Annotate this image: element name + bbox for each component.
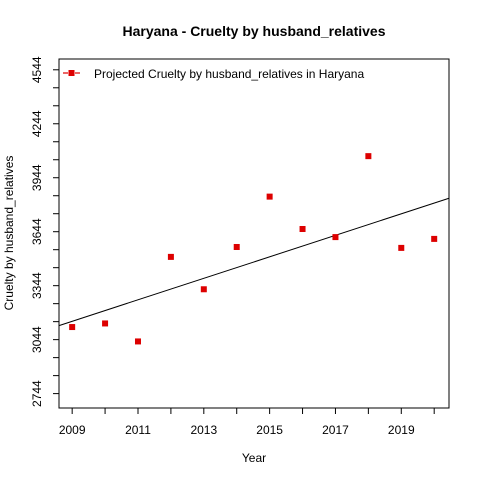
y-tick-label: 4244 — [30, 110, 44, 137]
data-point — [299, 226, 306, 233]
plot-frame — [58, 58, 450, 409]
y-tick-label: 4544 — [30, 56, 44, 83]
x-tick-label: 2019 — [388, 423, 415, 437]
y-tick-label: 3344 — [30, 272, 44, 299]
y-tick-label: 3944 — [30, 164, 44, 191]
y-axis-title: Cruelty by husband_relatives — [2, 156, 16, 311]
data-point — [266, 193, 273, 200]
y-tick-label: 3044 — [30, 326, 44, 353]
x-axis: 2009 2011 2013 2015 2017 2019 — [59, 408, 435, 437]
y-tick-label: 2744 — [30, 380, 44, 407]
data-point — [69, 324, 76, 331]
x-tick-label: 2011 — [125, 423, 151, 437]
data-point — [332, 234, 339, 241]
legend: Projected Cruelty by husband_relatives i… — [63, 67, 364, 81]
y-axis: 2744 3044 3344 3644 3944 4244 4544 — [30, 56, 59, 407]
legend-marker — [68, 70, 75, 76]
data-point — [134, 338, 141, 345]
x-tick-label: 2015 — [256, 423, 283, 437]
data-point — [398, 244, 405, 251]
data-point — [233, 243, 240, 250]
data-point — [167, 253, 174, 260]
chart-title: Haryana - Cruelty by husband_relatives — [123, 23, 386, 39]
legend-label: Projected Cruelty by husband_relatives i… — [94, 67, 364, 81]
trend-line-group — [58, 197, 450, 327]
x-axis-title: Year — [242, 451, 266, 465]
trend-line — [58, 197, 450, 327]
data-point — [365, 153, 372, 160]
y-tick-label: 3644 — [30, 218, 44, 245]
data-point — [200, 286, 207, 293]
data-point — [102, 320, 109, 327]
x-tick-label: 2017 — [322, 423, 349, 437]
x-tick-label: 2009 — [59, 423, 86, 437]
data-points — [69, 153, 438, 345]
data-point — [431, 235, 438, 242]
x-tick-label: 2013 — [190, 423, 217, 437]
